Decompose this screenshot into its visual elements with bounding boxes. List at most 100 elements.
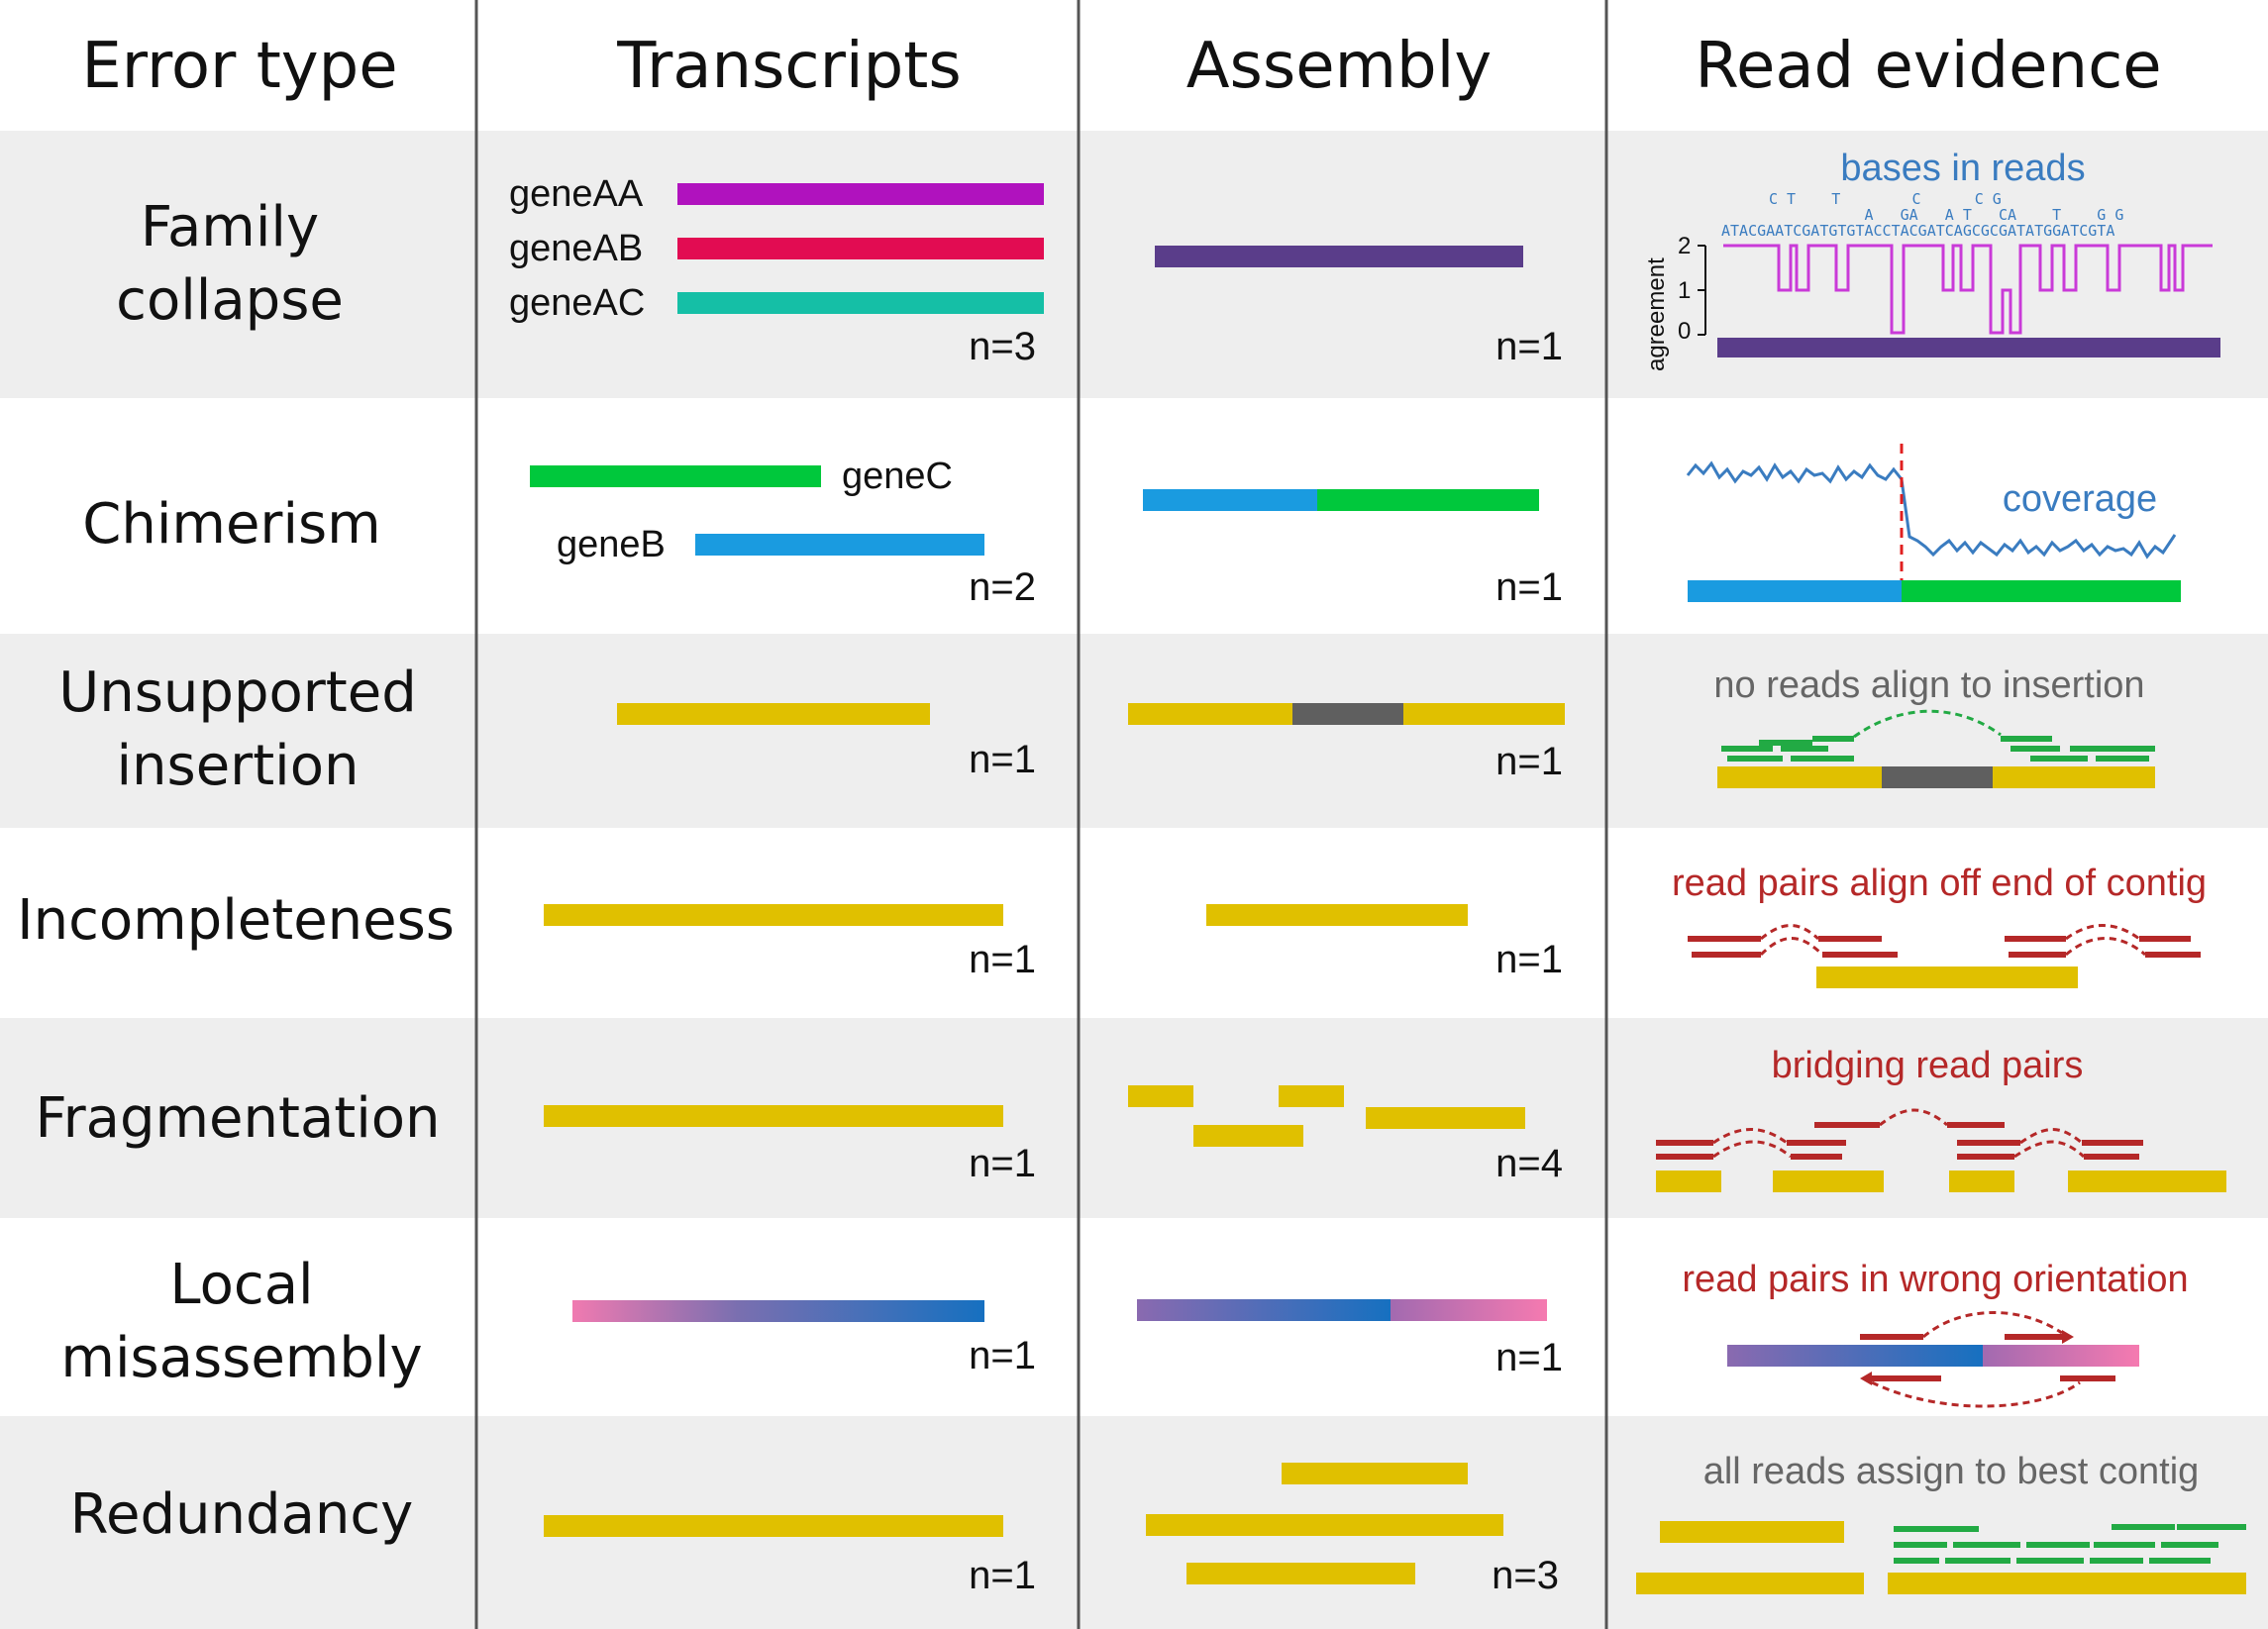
- row-label-chimerism: Chimerism: [82, 492, 380, 557]
- fragmentation-transcripts: n=1: [544, 1105, 1036, 1185]
- unsupported-insertion-transcripts: n=1: [617, 703, 1036, 781]
- row-bg-unsupported-insertion: [0, 634, 2268, 828]
- assigned-reads: [1894, 1524, 2246, 1564]
- transcript: [544, 904, 1003, 926]
- row-label-redundancy: Redundancy: [70, 1482, 414, 1547]
- row-label-fragmentation: Fragmentation: [35, 1086, 440, 1151]
- fragment-evidence-3: [1949, 1171, 2014, 1192]
- reference-sequence: ATACGAATCGATGTGTACCTACGATCAGCGCGATATGGAT…: [1721, 222, 2114, 240]
- fragment-evidence-4: [2068, 1171, 2226, 1192]
- orientation-link-bottom: [1871, 1380, 2081, 1408]
- evidence-title-bridging: bridging read pairs: [1772, 1045, 2084, 1086]
- arrow-head-left: [1860, 1372, 1872, 1385]
- pair-link: [1712, 1128, 1788, 1145]
- transcript-count: n=1: [969, 1334, 1036, 1377]
- redundancy-transcripts: n=1: [544, 1515, 1036, 1597]
- transcript-count: n=1: [969, 738, 1036, 781]
- arrow-head-right: [2062, 1330, 2074, 1344]
- misassembled-evidence-right: [1983, 1345, 2139, 1367]
- misassembled-evidence-left: [1727, 1345, 1983, 1367]
- gene-label-geneAB: geneAB: [509, 228, 643, 269]
- transcript-count: n=1: [969, 1142, 1036, 1185]
- assembly-count: n=1: [1495, 325, 1563, 368]
- assembly-count: n=1: [1495, 740, 1563, 783]
- evidence-title-best-contig: all reads assign to best contig: [1703, 1451, 2200, 1492]
- aligned-reads: [1721, 736, 2155, 762]
- transcript-count: n=1: [969, 1554, 1036, 1597]
- pair-link: [2065, 924, 2140, 941]
- read-pairs: [1688, 936, 2201, 958]
- pair-link: [1879, 1108, 1948, 1127]
- variant-bases-mid: A GA A T CA T G G: [1721, 206, 2123, 224]
- transcript-geneAA: [677, 183, 1044, 205]
- assembly-count: n=4: [1495, 1142, 1563, 1185]
- chimeric-contig-green: [1317, 489, 1539, 511]
- chimeric-contig-evidence-green: [1902, 580, 2181, 602]
- header-read-evidence: Read evidence: [1695, 30, 2161, 103]
- evidence-contig-left: [1717, 766, 1882, 788]
- header-error-type: Error type: [81, 30, 397, 103]
- pair-link: [1759, 937, 1824, 957]
- transcript-geneB: [695, 534, 984, 556]
- assembly-count: n=1: [1495, 1336, 1563, 1379]
- best-contig: [1888, 1573, 2246, 1594]
- family-collapse-transcripts: geneAA geneAB geneAC n=3: [509, 173, 1044, 368]
- local-misassembly-evidence: read pairs in wrong orientation: [1682, 1259, 2189, 1408]
- gene-label-geneC: geneC: [842, 456, 953, 497]
- agreement-axis-label: agreement: [1643, 257, 1670, 371]
- evidence-title-coverage: coverage: [2003, 478, 2157, 520]
- redundant-contig-1: [1282, 1463, 1468, 1484]
- transcript: [544, 1105, 1003, 1127]
- row-labels: Family collapse Chimerism Unsupported in…: [17, 195, 455, 1547]
- evidence-contig-right: [1993, 766, 2155, 788]
- fragment-evidence-1: [1656, 1171, 1721, 1192]
- gene-label-geneB: geneB: [557, 524, 666, 565]
- assembly-count: n=1: [1495, 565, 1563, 609]
- bridging-reads: [1656, 1122, 2143, 1160]
- pair-link: [1760, 924, 1820, 941]
- assembly-count: n=1: [1495, 938, 1563, 981]
- row-label-incompleteness: Incompleteness: [17, 888, 455, 953]
- agreement-trace: [1723, 244, 2213, 335]
- evidence-title-wrong-orientation: read pairs in wrong orientation: [1682, 1259, 2188, 1300]
- row-label-unsupported-insertion-1: Unsupported: [58, 661, 416, 725]
- collapsed-contig-evidence: [1717, 338, 2220, 357]
- evidence-title-off-end: read pairs align off end of contig: [1672, 863, 2207, 904]
- chimerism-assembly: n=1: [1143, 489, 1563, 609]
- incomplete-contig: [1206, 904, 1468, 926]
- transcript-count: n=1: [969, 938, 1036, 981]
- local-misassembly-transcripts: n=1: [572, 1300, 1036, 1377]
- row-label-family-collapse-1: Family: [141, 195, 319, 259]
- transcript: [617, 703, 930, 725]
- tick-label-1: 1: [1678, 277, 1691, 304]
- insertion-segment: [1292, 703, 1403, 725]
- fragment-evidence-2: [1773, 1171, 1884, 1192]
- chimeric-contig-blue: [1143, 489, 1317, 511]
- incompleteness-transcripts: n=1: [544, 904, 1036, 981]
- transcript-geneC: [530, 465, 821, 487]
- header-assembly: Assembly: [1186, 30, 1492, 103]
- redundancy-assembly: n=3: [1146, 1463, 1559, 1597]
- redundancy-evidence: all reads assign to best contig: [1636, 1451, 2246, 1594]
- fragment-2: [1279, 1085, 1344, 1107]
- evidence-title-no-reads: no reads align to insertion: [1713, 664, 2144, 706]
- incompleteness-assembly: n=1: [1206, 904, 1563, 981]
- unused-contig-2: [1636, 1573, 1864, 1594]
- pair-link: [1712, 1140, 1792, 1159]
- row-label-local-misassembly-1: Local: [169, 1253, 313, 1317]
- family-collapse-evidence: bases in reads C T T C C G A GA A T CA T…: [1643, 148, 2220, 371]
- gene-label-geneAA: geneAA: [509, 173, 644, 215]
- column-headers: Error type Transcripts Assembly Read evi…: [81, 30, 2161, 103]
- row-label-family-collapse-2: collapse: [116, 268, 344, 333]
- redundant-contig-3: [1186, 1563, 1415, 1584]
- unsupported-insertion-evidence: no reads align to insertion: [1713, 664, 2155, 788]
- assembly-count: n=3: [1492, 1554, 1559, 1597]
- misassembled-left: [1137, 1299, 1391, 1321]
- incompleteness-evidence: read pairs align off end of contig: [1672, 863, 2207, 988]
- local-misassembly-assembly: n=1: [1137, 1299, 1563, 1379]
- coverage-trace: [1686, 460, 2177, 560]
- transcript-geneAC: [677, 292, 1044, 314]
- tick-label-2: 2: [1678, 233, 1691, 259]
